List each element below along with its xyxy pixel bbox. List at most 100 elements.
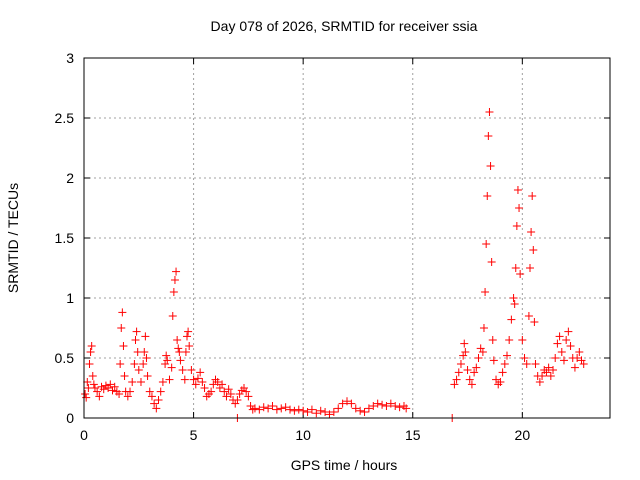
data-point [128, 378, 137, 386]
data-point [482, 240, 491, 248]
data-point [181, 348, 190, 356]
data-point [286, 405, 295, 414]
data-point [222, 392, 231, 401]
data-point [189, 375, 198, 384]
data-point [115, 390, 124, 398]
data-point [526, 264, 535, 272]
x-tick-label: 20 [515, 427, 531, 443]
data-point [546, 372, 555, 380]
data-point [321, 408, 330, 416]
data-point [329, 408, 338, 416]
data-point [312, 409, 321, 418]
data-point [487, 258, 496, 266]
data-point [162, 351, 171, 360]
data-point [191, 380, 200, 389]
data-point [356, 406, 365, 415]
data-point [338, 399, 347, 408]
plot-frame [83, 57, 611, 419]
data-point [185, 342, 194, 350]
data-point [277, 404, 286, 413]
data-point [93, 387, 102, 396]
data-point [82, 393, 91, 402]
data-point [527, 228, 536, 236]
y-tick-label: 1 [66, 290, 74, 306]
data-point [187, 366, 196, 374]
data-point [559, 356, 568, 365]
data-point [281, 403, 290, 412]
data-point [207, 387, 216, 396]
data-point [402, 404, 411, 413]
data-point [564, 327, 573, 336]
data-point [478, 348, 487, 356]
data-point [139, 360, 148, 368]
data-point [147, 392, 156, 401]
data-point [334, 404, 343, 413]
data-point [557, 348, 566, 356]
data-point [163, 356, 172, 365]
data-point [290, 406, 299, 415]
data-point [549, 366, 558, 374]
data-point [81, 390, 90, 398]
data-point [268, 402, 277, 410]
y-tick-label: 0.5 [55, 350, 75, 366]
x-tick-label: 5 [190, 427, 198, 443]
data-point [106, 380, 115, 389]
data-point [509, 294, 518, 302]
data-point [484, 132, 493, 140]
data-point [88, 372, 97, 380]
data-point [83, 378, 92, 386]
data-point [89, 380, 98, 389]
data-point [158, 378, 167, 386]
data-point [481, 288, 490, 296]
tick-layer: 0 5 10 15 20 0 0.5 1 1.5 2 2.5 3 [55, 50, 610, 443]
data-point [500, 360, 509, 368]
data-point [117, 324, 126, 332]
data-point [150, 399, 159, 408]
data-point [505, 336, 514, 344]
y-tick-label: 2 [66, 170, 74, 186]
data-point [123, 392, 132, 401]
data-point [360, 408, 369, 416]
data-point [570, 363, 579, 372]
data-point [156, 387, 165, 396]
data-point [303, 408, 312, 416]
data-point [87, 342, 96, 350]
data-point [264, 404, 273, 413]
data-point [551, 354, 560, 362]
data-point [520, 354, 529, 362]
data-point [351, 404, 360, 413]
data-point [489, 356, 498, 365]
data-point [116, 360, 125, 368]
data-point [120, 372, 129, 380]
data-point [470, 368, 479, 377]
data-point [172, 267, 181, 276]
data-point [118, 308, 127, 317]
data-point [85, 360, 94, 368]
data-point [460, 339, 469, 348]
data-point [161, 360, 170, 368]
data-point [373, 399, 382, 408]
data-point [454, 368, 463, 377]
y-tick-label: 3 [66, 50, 74, 66]
data-point [502, 351, 511, 360]
data-point [386, 399, 395, 408]
data-point [573, 354, 582, 362]
data-point [391, 402, 400, 410]
y-tick-label: 0 [66, 410, 74, 426]
data-point [528, 192, 537, 200]
data-point [472, 363, 481, 372]
data-point [134, 366, 143, 374]
data-point [395, 403, 404, 412]
data-point [579, 360, 588, 368]
data-point [140, 348, 149, 356]
data-point [193, 374, 202, 383]
data-point [141, 332, 150, 341]
chart-title: Day 078 of 2026, SRMTID for receiver ssi… [211, 18, 478, 34]
data-point [498, 368, 507, 377]
data-point [555, 332, 564, 341]
data-point [524, 312, 533, 320]
data-point [136, 378, 145, 386]
data-point [169, 288, 178, 296]
data-point [168, 312, 177, 320]
data-point [507, 315, 516, 324]
